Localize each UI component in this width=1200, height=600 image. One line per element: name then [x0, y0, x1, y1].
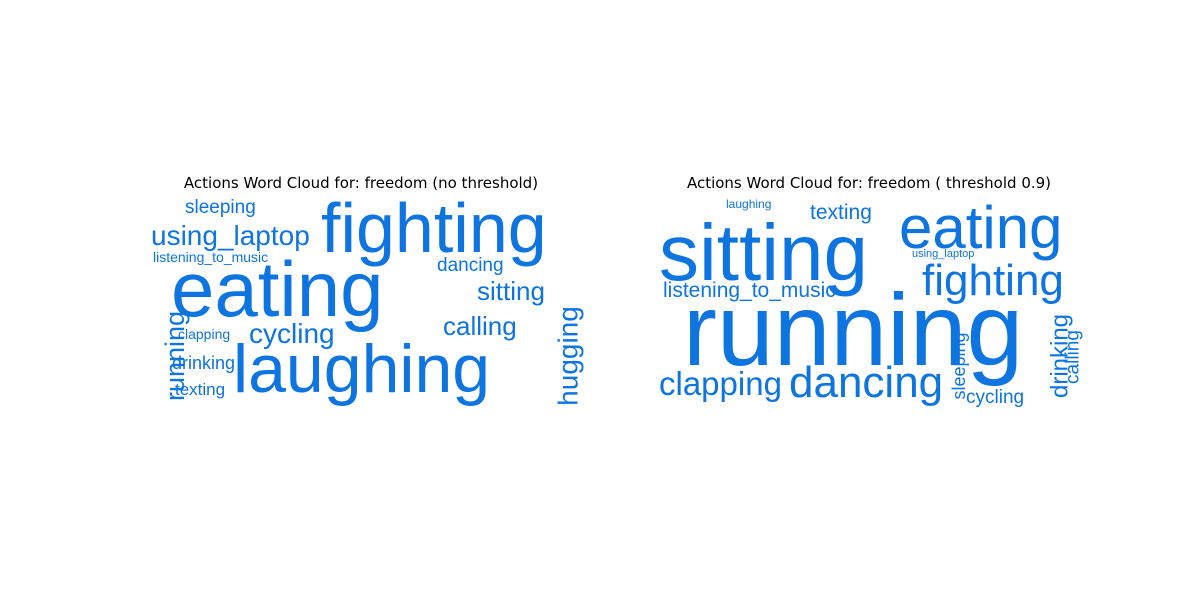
wordcloud-right-word-sleeping: sleeping — [949, 332, 969, 399]
wordcloud-left-word-sleeping: sleeping — [185, 197, 256, 218]
wordcloud-right-word-listening-to-music: listening_to_music — [663, 279, 836, 302]
wordcloud-left-word-drinking: drinking — [172, 353, 235, 373]
wordcloud-right-word-sitting: sitting — [659, 208, 868, 297]
wordcloud-right-word-cycling: cycling — [966, 387, 1024, 408]
wordcloud-right: laughing texting sitting eating using_laptop… — [659, 190, 1084, 410]
wordcloud-left-word-clapping: clapping — [178, 326, 230, 342]
wordcloud-left-word-laughing: laughing — [233, 331, 490, 407]
wordcloud-title-left: Actions Word Cloud for: freedom (no thre… — [183, 174, 539, 192]
wordcloud-right-word-using-laptop: using_laptop — [912, 248, 974, 260]
wordcloud-left-word-sitting: sitting — [477, 276, 545, 306]
wordcloud-left-word-hugging: hugging — [553, 306, 584, 406]
wordcloud-left-word-texting: texting — [175, 380, 225, 399]
wordcloud-left-word-fighting: fighting — [321, 189, 547, 267]
wordcloud-left-word-eating: eating — [171, 245, 384, 333]
wordcloud-left-word-listening-to-music: listening_to_music — [153, 249, 268, 265]
wordcloud-left-word-using-laptop: using_laptop — [151, 220, 310, 251]
wordcloud-right-word-clapping: clapping — [659, 365, 782, 402]
wordcloud-left-word-dancing: dancing — [437, 255, 504, 276]
wordcloud-left-canvas: sleeping fighting using_laptoplistening_to… — [151, 189, 584, 407]
wordcloud-right-word-dancing: dancing — [789, 358, 943, 407]
wordcloud-right-word-texting: texting — [810, 201, 872, 224]
wordcloud-right-word-drinking: drinking — [1047, 314, 1074, 398]
wordcloud-right-word-fighting: fighting — [922, 256, 1064, 305]
wordcloud-left: sleeping fighting using_laptop listening_to… — [151, 189, 584, 410]
wordcloud-title-right: Actions Word Cloud for: freedom ( thresh… — [686, 174, 1052, 192]
wordcloud-left-word-cycling: cycling — [249, 318, 335, 349]
wordcloud-right-word-eating: eating — [899, 194, 1062, 261]
wordcloud-left-word-calling: calling — [443, 311, 517, 341]
wordcloud-right-word-running: running — [683, 273, 1023, 387]
wordcloud-right-word-calling: calling — [1063, 330, 1084, 384]
wordcloud-left-word-running: running — [160, 311, 190, 401]
wordcloud-right-word-laughing: laughing — [726, 197, 771, 211]
